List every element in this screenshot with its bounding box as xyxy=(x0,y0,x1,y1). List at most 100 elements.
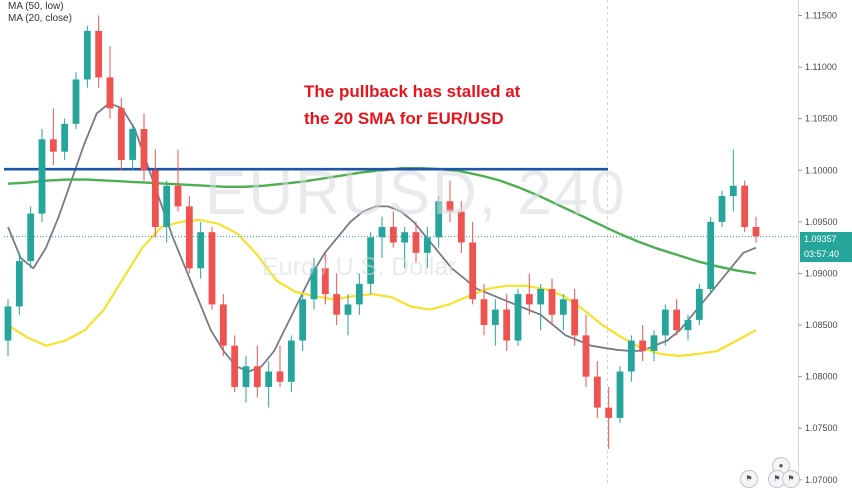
candle-body xyxy=(492,310,499,325)
headline-line-1: The pullback has stalled at xyxy=(304,78,604,105)
legend-ma-20-close[interactable]: MA (20, close) xyxy=(8,13,72,25)
candle-body xyxy=(265,371,272,386)
candle xyxy=(288,335,295,392)
candle-body xyxy=(594,377,601,408)
candle-body xyxy=(526,294,533,304)
candle-body xyxy=(401,232,408,242)
candle-body xyxy=(628,341,635,372)
candle-body xyxy=(673,310,680,331)
bar-countdown-tag: 03:57:40 xyxy=(800,247,852,262)
candle-body xyxy=(5,306,12,340)
candle xyxy=(209,227,216,310)
candle-body xyxy=(537,289,544,304)
candle-body xyxy=(50,139,57,151)
candle xyxy=(741,181,748,233)
candle xyxy=(639,325,646,361)
candle xyxy=(197,222,204,279)
candle-body xyxy=(356,284,363,305)
candle xyxy=(16,253,23,315)
candle-body xyxy=(186,206,193,268)
candle-body xyxy=(299,299,306,340)
candle xyxy=(696,284,703,325)
candle-body xyxy=(696,289,703,320)
candle-body xyxy=(730,186,737,196)
candle-body xyxy=(254,366,261,387)
candle xyxy=(5,299,12,356)
candle xyxy=(265,361,272,407)
candle-body xyxy=(39,139,46,213)
candle xyxy=(73,72,80,129)
candle-body xyxy=(651,335,658,350)
candle-body xyxy=(152,170,159,227)
candle-body xyxy=(175,186,182,207)
candle-body xyxy=(61,124,68,152)
candle xyxy=(231,335,238,392)
candle xyxy=(95,15,102,87)
candle xyxy=(50,108,57,165)
candle-body xyxy=(583,335,590,376)
candle xyxy=(163,181,170,243)
news-flag-icon[interactable]: ⚑ xyxy=(782,470,800,488)
candle xyxy=(152,150,159,238)
candle-body xyxy=(515,294,522,340)
price-tick-label: 1.10500 xyxy=(805,114,838,124)
candle-body xyxy=(390,227,397,242)
candle-body xyxy=(753,227,760,236)
candle-body xyxy=(719,196,726,222)
candle-body xyxy=(345,304,352,314)
candle-body xyxy=(277,371,284,381)
candle-body xyxy=(118,108,125,160)
candle xyxy=(107,46,114,118)
candle-body xyxy=(288,341,295,382)
candle xyxy=(673,299,680,335)
candle-body xyxy=(333,294,340,315)
candle-body xyxy=(197,232,204,268)
price-tick-label: 1.10000 xyxy=(805,165,838,175)
candle xyxy=(84,26,91,88)
candle xyxy=(243,356,250,402)
candle-body xyxy=(95,31,102,77)
price-tick-label: 1.09500 xyxy=(805,217,838,227)
candle-body xyxy=(243,366,250,387)
event-icons: ● ⚑ ⚑ ⚑ xyxy=(738,456,798,485)
candle xyxy=(549,279,556,325)
candle-body xyxy=(741,186,748,227)
price-tick-label: 1.08500 xyxy=(805,320,838,330)
candle-body xyxy=(639,341,646,351)
candle xyxy=(186,196,193,273)
candle xyxy=(617,366,624,423)
indicator-legend: MA (50, low) MA (20, close) xyxy=(8,1,72,25)
candle-body xyxy=(617,371,624,417)
candle-body xyxy=(27,214,34,261)
candle-body xyxy=(231,346,238,387)
candle xyxy=(753,217,760,243)
price-tick-label: 1.11000 xyxy=(805,62,837,72)
candle-body xyxy=(481,299,488,325)
candle xyxy=(277,346,284,387)
candle-body xyxy=(662,310,669,336)
candle-body xyxy=(560,299,567,314)
candle-body xyxy=(413,232,420,253)
candle xyxy=(560,294,567,330)
candle-body xyxy=(107,77,114,108)
candle xyxy=(61,119,68,160)
candle-body xyxy=(163,186,170,227)
headline-line-2: the 20 SMA for EUR/USD xyxy=(304,105,604,132)
candle-body xyxy=(84,31,91,79)
description-watermark: Euro / U.S. Dollar xyxy=(262,253,457,282)
legend-ma-50-low[interactable]: MA (50, low) xyxy=(8,1,72,13)
news-flag-icon[interactable]: ⚑ xyxy=(740,470,758,488)
candle-body xyxy=(16,261,23,306)
candle xyxy=(537,284,544,330)
candle xyxy=(118,98,125,170)
candle xyxy=(175,150,182,212)
candle-body xyxy=(549,289,556,315)
candle-body xyxy=(605,408,612,418)
candle-body xyxy=(571,299,578,335)
candle-body xyxy=(209,232,216,304)
candle-body xyxy=(685,320,692,330)
candle xyxy=(299,294,306,351)
candle-body xyxy=(73,79,80,123)
candle xyxy=(492,299,499,345)
